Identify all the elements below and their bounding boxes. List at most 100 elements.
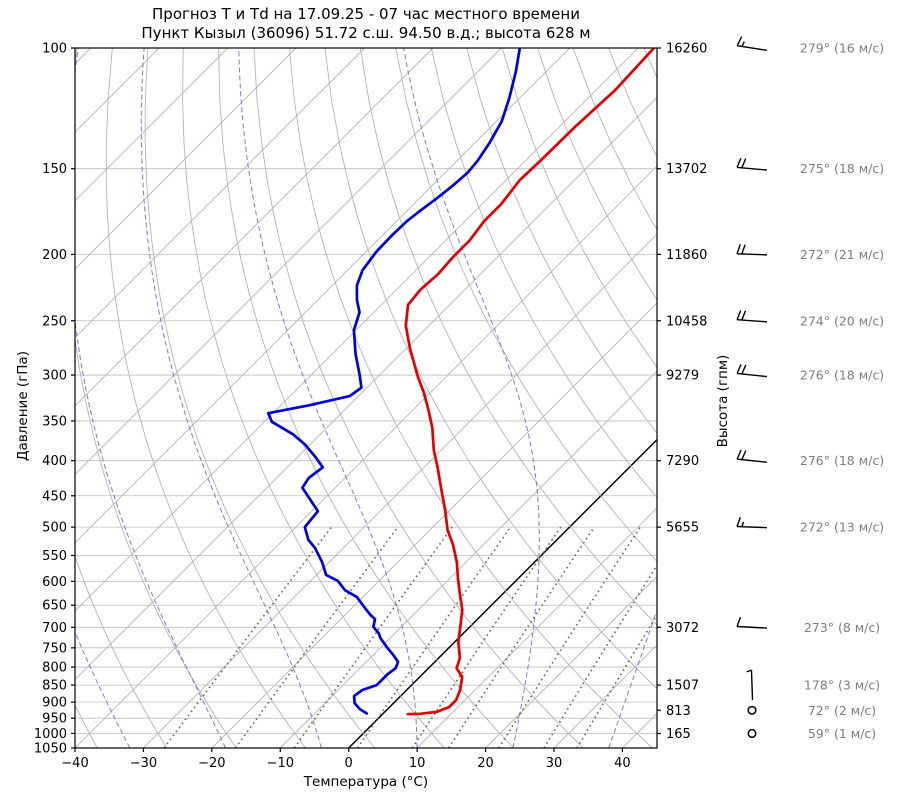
wind-label: 72° (2 м/с)	[808, 703, 876, 718]
temperature-tick-label: 10	[409, 756, 426, 771]
wind-barb-staff	[736, 166, 768, 171]
wind-barb-feather-full	[736, 157, 742, 168]
wind-barb-staff	[736, 319, 768, 323]
mixing-ratio-line	[163, 526, 333, 748]
pressure-tick-label: 1000	[34, 727, 67, 742]
wind-barb-feather-full	[741, 244, 746, 255]
isotherm-line	[75, 48, 434, 407]
wind-label: 276° (18 м/с)	[800, 368, 884, 383]
pressure-tick-label: 400	[42, 454, 67, 469]
dry-adiabat-line	[395, 48, 657, 563]
height-tick-label: 7290	[666, 454, 699, 469]
dry-adiabat-line	[466, 48, 657, 434]
isotherm-line	[0, 48, 22, 748]
wind-barb-row: 275° (18 м/с)	[736, 157, 884, 176]
height-tick-label: 9279	[666, 369, 699, 384]
height-tick-label: 5655	[666, 521, 699, 536]
pressure-tick-label: 850	[42, 679, 67, 694]
wind-barb-feather-half	[746, 669, 752, 673]
moist-adiabat-line	[140, 48, 322, 748]
wind-barb-feather-full	[741, 310, 747, 321]
height-tick-label: 3072	[666, 621, 699, 636]
mixing-ratio-line	[543, 563, 657, 748]
isotherm-line	[211, 302, 657, 748]
temperature-axis-label: Температура (°C)	[303, 774, 429, 790]
wind-barb-feather-full	[736, 616, 742, 627]
wind-barb-row: 274° (20 м/с)	[736, 310, 884, 328]
moist-adiabat-line	[403, 48, 540, 748]
wind-barb-feather-full	[736, 36, 743, 46]
wind-barb-staff	[736, 253, 768, 256]
isotherm-line	[75, 48, 639, 612]
wind-barb-feather-full	[736, 449, 742, 460]
height-tick-label: 165	[666, 727, 691, 742]
wind-label: 276° (18 м/с)	[800, 453, 884, 468]
dry-adiabat-line	[182, 48, 445, 748]
wind-barb-feather-full	[741, 158, 747, 169]
wind-barb-row: 272° (13 м/с)	[736, 516, 884, 535]
isotherm-line	[485, 575, 657, 748]
mixing-ratio-line	[576, 613, 657, 748]
isotherm-line	[75, 48, 297, 270]
wind-barb-row: 272° (21 м/с)	[736, 244, 884, 262]
temperature-tick-label: 40	[614, 756, 631, 771]
wind-calm-circle	[747, 728, 757, 739]
dry-adiabat-line	[608, 48, 657, 158]
dry-adiabat-line	[253, 48, 584, 748]
moist-adiabat-line	[705, 48, 900, 748]
height-tick-label: 13702	[666, 162, 707, 177]
pressure-tick-label: 350	[42, 414, 67, 429]
dry-adiabat-line	[75, 48, 237, 748]
isotherm-line	[143, 233, 657, 748]
plot-area	[0, 48, 900, 748]
height-tick-label: 16260	[666, 42, 707, 57]
wind-barb-feather-full	[736, 364, 742, 374]
wind-label: 272° (13 м/с)	[800, 520, 884, 535]
wind-barb-feather-full	[736, 244, 741, 255]
dry-adiabat-line	[750, 48, 900, 748]
chart-title-line2: Пункт Кызыл (36096) 51.72 с.ш. 94.50 в.д…	[141, 24, 591, 42]
wind-label: 274° (20 м/с)	[800, 313, 884, 328]
temperature-tick-label: −30	[130, 756, 157, 771]
dry-adiabat-line	[537, 48, 657, 301]
moist-adiabat-line	[75, 48, 226, 748]
wind-barb-row: 279° (16 м/с)	[736, 36, 884, 56]
pressure-tick-label: 150	[42, 162, 67, 177]
wind-label: 275° (18 м/с)	[800, 161, 884, 176]
dewpoint-curve	[266, 48, 522, 715]
mixing-ratio-line	[293, 526, 453, 748]
temperature-curve	[404, 48, 656, 716]
wind-barb-row: 178° (3 м/с)	[746, 669, 880, 701]
wind-barb-feather-full	[741, 364, 747, 375]
isotherm-line	[622, 712, 657, 748]
isotherm-line	[553, 644, 657, 748]
wind-barb-feather-full	[741, 450, 747, 460]
wind-label: 59° (1 м/с)	[808, 726, 876, 741]
wind-barb-staff	[737, 372, 767, 378]
wind-barb-row: 273° (8 м/с)	[736, 616, 880, 635]
isotherm-line	[75, 48, 228, 202]
dry-adiabat-line	[430, 48, 657, 499]
moist-adiabat-line	[238, 48, 418, 748]
wind-label: 178° (3 м/с)	[804, 678, 880, 693]
mixing-ratio-line	[447, 526, 595, 748]
wind-barb-row: 72° (2 м/с)	[747, 703, 876, 718]
wind-barb-row: 276° (18 м/с)	[736, 364, 884, 383]
dry-adiabat-line	[218, 48, 515, 748]
temperature-tick-label: 30	[546, 756, 563, 771]
pressure-tick-label: 200	[42, 248, 67, 263]
plot-border	[74, 47, 658, 749]
wind-barb-feather-full	[736, 310, 742, 320]
pressure-tick-label: 500	[42, 521, 67, 536]
wind-barb-feather-full	[736, 516, 741, 527]
isotherm-line	[75, 48, 571, 544]
pressure-tick-label: 450	[42, 489, 67, 504]
dry-adiabat-line	[105, 48, 306, 748]
wind-barb-row: 59° (1 м/с)	[747, 726, 876, 741]
dry-adiabat-line	[75, 554, 168, 748]
pressure-tick-label: 250	[42, 314, 67, 329]
pressure-tick-label: 650	[42, 599, 67, 614]
pressure-tick-label: 1050	[34, 742, 67, 757]
wind-label: 279° (16 м/с)	[800, 41, 884, 56]
